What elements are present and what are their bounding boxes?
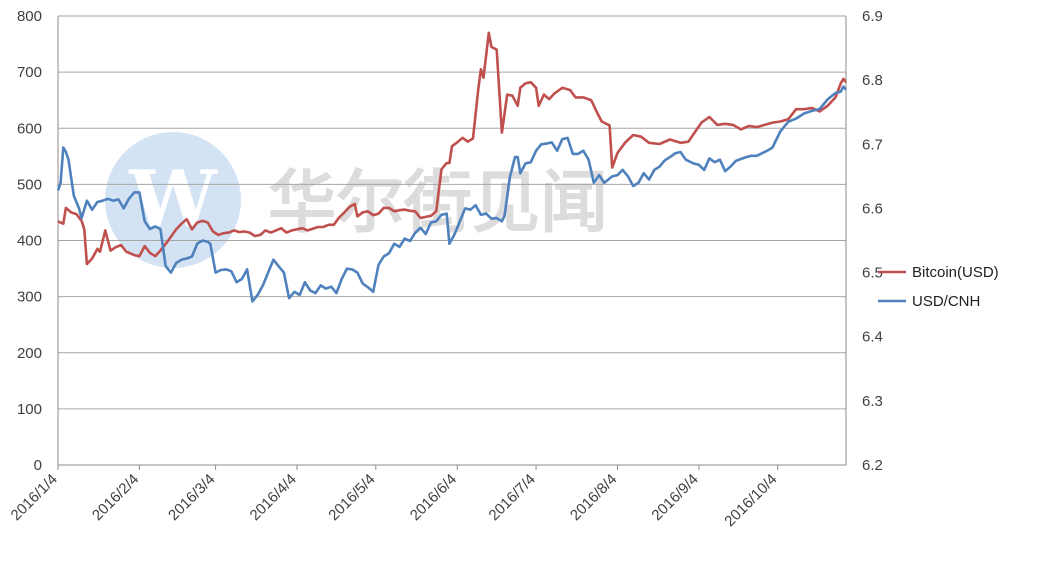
x-axis-tick-label: 2016/10/4 [721, 471, 780, 530]
right-axis-ticks: 6.2 6.3 6.4 6.5 6.6 6.7 6.8 6.9 [862, 8, 883, 474]
left-axis-tick-label: 300 [17, 289, 42, 306]
x-axis-tick-label: 2016/1/4 [8, 471, 61, 524]
left-axis-tick-label: 800 [17, 8, 42, 25]
x-axis-ticks: 2016/1/4 2016/2/4 2016/3/4 2016/4/4 2016/5/4… [8, 465, 781, 530]
x-axis-tick-label: 2016/8/4 [567, 471, 620, 524]
legend-label: Bitcoin(USD) [912, 264, 999, 281]
x-axis-tick-label: 2016/5/4 [325, 471, 378, 524]
series-lines [56, 31, 848, 303]
right-axis-tick-label: 6.4 [862, 329, 883, 346]
left-axis-ticks: 0 100 200 300 400 500 600 700 800 [17, 8, 42, 474]
x-axis-tick-label: 2016/7/4 [486, 471, 539, 524]
right-axis-tick-label: 6.7 [862, 136, 883, 153]
left-axis-tick-label: 100 [17, 401, 42, 418]
right-axis-tick-label: 6.5 [862, 265, 883, 282]
watermark-logo-letter: W [128, 154, 218, 245]
x-axis-tick-label: 2016/3/4 [165, 471, 218, 524]
watermark-logo-circle [105, 132, 241, 268]
right-axis-tick-label: 6.3 [862, 393, 883, 410]
left-axis-tick-label: 400 [17, 233, 42, 250]
x-axis-tick-label: 2016/6/4 [407, 471, 460, 524]
left-axis-tick-label: 0 [34, 457, 42, 474]
series-line-usd-cnh [56, 85, 848, 303]
x-axis-tick-label: 2016/2/4 [89, 471, 142, 524]
x-axis-tick-label: 2016/9/4 [648, 471, 701, 524]
left-axis-tick-label: 500 [17, 176, 42, 193]
axes [57, 16, 847, 466]
left-axis-tick-label: 200 [17, 345, 42, 362]
left-axis-tick-label: 700 [17, 64, 42, 81]
right-axis-tick-label: 6.6 [862, 200, 883, 217]
legend: Bitcoin(USD) USD/CNH [878, 264, 999, 310]
x-axis-tick-label: 2016/4/4 [247, 471, 300, 524]
legend-label: USD/CNH [912, 293, 980, 310]
left-axis-tick-label: 600 [17, 120, 42, 137]
right-axis-tick-label: 6.8 [862, 72, 883, 89]
watermark: W 华尔街见闻 [105, 132, 608, 268]
right-axis-tick-label: 6.2 [862, 457, 883, 474]
series-line-bitcoin-usd [57, 31, 848, 266]
right-axis-tick-label: 6.9 [862, 8, 883, 25]
